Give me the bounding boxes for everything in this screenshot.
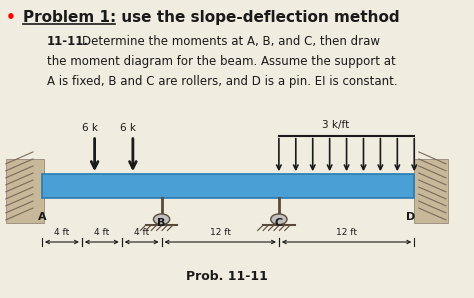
- Text: 4 ft: 4 ft: [134, 228, 149, 237]
- Text: Prob. 11-11: Prob. 11-11: [186, 270, 268, 283]
- Bar: [6, 159, 44, 223]
- Text: A is fixed, B and C are rollers, and D is a pin. EI is constant.: A is fixed, B and C are rollers, and D i…: [46, 74, 397, 88]
- Text: 4 ft: 4 ft: [94, 228, 109, 237]
- Text: 12 ft: 12 ft: [336, 228, 357, 237]
- Text: 4 ft: 4 ft: [55, 228, 70, 237]
- Text: Problem 1:: Problem 1:: [23, 10, 116, 25]
- Bar: [414, 159, 448, 223]
- Text: 6 k: 6 k: [120, 123, 136, 133]
- Text: C: C: [274, 218, 283, 228]
- Text: the moment diagram for the beam. Assume the support at: the moment diagram for the beam. Assume …: [46, 55, 395, 68]
- Text: A: A: [38, 212, 47, 222]
- Bar: [42, 174, 414, 198]
- Circle shape: [271, 214, 287, 225]
- Text: Determine the moments at A, B, and C, then draw: Determine the moments at A, B, and C, th…: [82, 35, 380, 48]
- Text: 11-11.: 11-11.: [46, 35, 89, 48]
- Text: B: B: [157, 218, 165, 228]
- Circle shape: [154, 214, 170, 225]
- Text: D: D: [406, 212, 415, 222]
- Text: 6 k: 6 k: [82, 123, 98, 133]
- Text: 12 ft: 12 ft: [210, 228, 231, 237]
- Text: use the slope-deflection method: use the slope-deflection method: [117, 10, 400, 25]
- Text: 3 k/ft: 3 k/ft: [322, 120, 349, 130]
- Text: •: •: [6, 10, 16, 25]
